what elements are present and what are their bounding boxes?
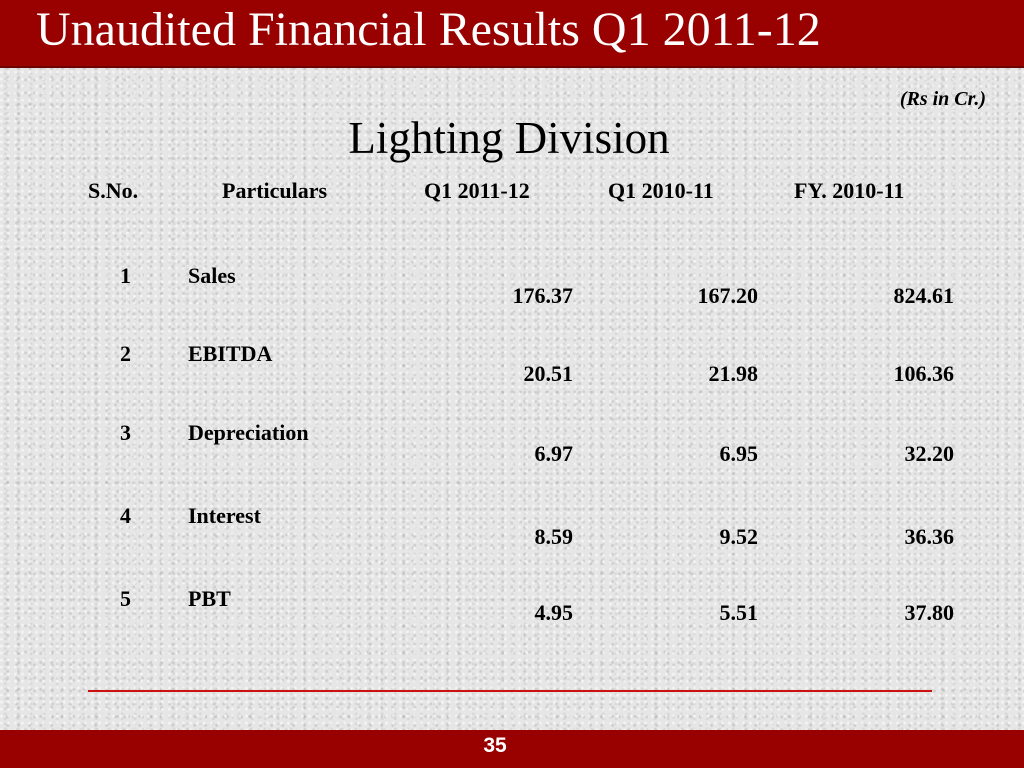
row-particular: Interest [188, 503, 261, 528]
header-sno: S.No. [88, 178, 139, 203]
row-sno: 5 [120, 586, 131, 611]
row-sno: 2 [120, 341, 131, 366]
page-number: 35 [483, 734, 507, 757]
division-heading: Lighting Division [348, 113, 670, 163]
row-particular: Depreciation [188, 420, 309, 445]
row-value-q1-2011-12: 8.59 [534, 524, 574, 549]
row-value-q1-2010-11: 5.51 [719, 600, 759, 625]
row-value-q1-2010-11: 6.95 [719, 441, 759, 466]
row-value-q1-2011-12: 4.95 [534, 600, 574, 625]
title-bar: Unaudited Financial Results Q1 2011-12 [0, 0, 1024, 68]
row-value-q1-2010-11: 21.98 [708, 361, 759, 386]
row-sno: 3 [120, 420, 131, 445]
header-fy-2010-11: FY. 2010-11 [794, 178, 905, 203]
row-particular: Sales [188, 263, 236, 288]
row-value-fy-2010-11: 37.80 [904, 600, 955, 625]
header-q1-2010-11: Q1 2010-11 [608, 178, 714, 203]
row-value-q1-2011-12: 6.97 [534, 441, 574, 466]
row-value-fy-2010-11: 32.20 [904, 441, 955, 466]
row-value-q1-2010-11: 9.52 [719, 524, 759, 549]
row-value-q1-2010-11: 167.20 [697, 283, 759, 308]
header-particulars: Particulars [222, 178, 328, 203]
divider-line [88, 690, 932, 692]
row-value-fy-2010-11: 824.61 [893, 283, 955, 308]
header-q1-2011-12: Q1 2011-12 [424, 178, 530, 203]
row-particular: PBT [188, 586, 231, 611]
row-value-q1-2011-12: 20.51 [523, 361, 574, 386]
row-sno: 1 [120, 263, 131, 288]
slide-title: Unaudited Financial Results Q1 2011-12 [36, 3, 821, 56]
row-value-fy-2010-11: 36.36 [904, 524, 955, 549]
row-value-q1-2011-12: 176.37 [512, 283, 574, 308]
row-particular: EBITDA [188, 341, 273, 366]
unit-note: (Rs in Cr.) [899, 88, 986, 110]
footer-bar [0, 730, 1024, 768]
row-sno: 4 [120, 503, 131, 528]
row-value-fy-2010-11: 106.36 [893, 361, 955, 386]
